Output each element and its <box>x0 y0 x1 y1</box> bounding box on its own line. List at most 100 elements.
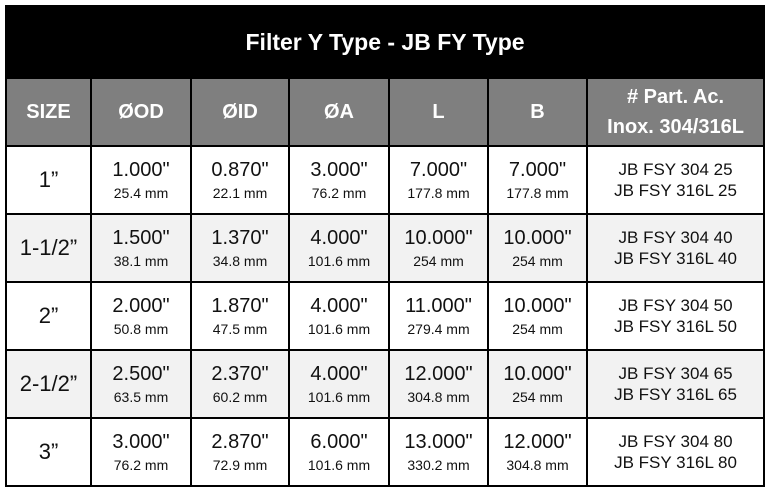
mm-value: 254 mm <box>512 253 563 269</box>
inch-value: 4.000" <box>310 227 368 249</box>
inch-value: 3.000" <box>310 159 368 181</box>
inch-value: 13.000" <box>404 431 473 453</box>
dimension-cell: 6.000" 101.6 mm <box>288 417 390 487</box>
header-cell: # Part. Ac. Inox. 304/316L <box>585 77 766 147</box>
dimension-cell: 2.000" 50.8 mm <box>90 281 192 351</box>
inch-value: 4.000" <box>310 295 368 317</box>
part-number: JB FSY 304 65 <box>618 364 733 383</box>
part-number: JB FSY 316L 80 <box>614 453 737 472</box>
dimension-cell: 3.000" 76.2 mm <box>90 417 192 487</box>
inch-value: 12.000" <box>503 431 572 453</box>
header-row: SIZE ØOD ØID ØA L B # Part. Ac. Inox. 304/316L <box>5 77 766 147</box>
mm-value: 254 mm <box>512 389 563 405</box>
mm-value: 50.8 mm <box>113 321 169 337</box>
inch-value: 2.000" <box>112 295 170 317</box>
mm-value: 330.2 mm <box>407 457 470 473</box>
mm-value: 72.9 mm <box>212 457 268 473</box>
mm-value: 177.8 mm <box>506 185 569 201</box>
part-cell: JB FSY 304 80 JB FSY 316L 80 <box>585 417 766 487</box>
inch-value: 6.000" <box>310 431 368 453</box>
part-number: JB FSY 304 25 <box>618 160 733 179</box>
inch-value: 1.370" <box>211 227 269 249</box>
part-cell: JB FSY 304 25 JB FSY 316L 25 <box>585 145 766 215</box>
dimension-cell: 2.370" 60.2 mm <box>190 349 290 419</box>
header-cell: B <box>487 77 588 147</box>
dimension-cell: 1.370" 34.8 mm <box>190 213 290 283</box>
part-number: JB FSY 316L 65 <box>614 385 737 404</box>
dimension-cell: 10.000" 254 mm <box>487 281 588 351</box>
dimension-cell: 1.870" 47.5 mm <box>190 281 290 351</box>
dimension-cell: 2.500" 63.5 mm <box>90 349 192 419</box>
header-cell: ØID <box>190 77 290 147</box>
header-cell: L <box>388 77 489 147</box>
dimension-cell: 10.000" 254 mm <box>487 213 588 283</box>
mm-value: 76.2 mm <box>311 185 367 201</box>
dimension-cell: 7.000" 177.8 mm <box>388 145 489 215</box>
mm-value: 60.2 mm <box>212 389 268 405</box>
part-cell: JB FSY 304 40 JB FSY 316L 40 <box>585 213 766 283</box>
part-number: JB FSY 316L 40 <box>614 249 737 268</box>
inch-value: 7.000" <box>409 159 468 181</box>
mm-value: 34.8 mm <box>212 253 268 269</box>
dimension-cell: 1.500" 38.1 mm <box>90 213 192 283</box>
dimension-cell: 0.870" 22.1 mm <box>190 145 290 215</box>
size-cell: 2-1/2” <box>5 349 92 419</box>
size-cell: 2” <box>5 281 92 351</box>
dimension-cell: 4.000" 101.6 mm <box>288 281 390 351</box>
dimension-cell: 10.000" 254 mm <box>487 349 588 419</box>
mm-value: 101.6 mm <box>307 253 371 269</box>
mm-value: 38.1 mm <box>113 253 169 269</box>
part-number: JB FSY 304 50 <box>618 296 733 315</box>
table-title: Filter Y Type - JB FY Type <box>4 5 766 79</box>
header-line: # Part. Ac. <box>627 86 725 108</box>
inch-value: 2.500" <box>112 363 170 385</box>
inch-value: 7.000" <box>508 159 567 181</box>
spec-table: Filter Y Type - JB FY Type SIZE ØOD ØID ØA L… <box>4 5 766 487</box>
inch-value: 4.000" <box>310 363 368 385</box>
table-row: 1” 1.000" 25.4 mm 0.870" 22.1 mm 3.000" 76.2 m… <box>5 145 766 215</box>
table-row: 2-1/2” 2.500" 63.5 mm 2.370" 60.2 mm 4.000" 10… <box>5 349 766 419</box>
inch-value: 12.000" <box>404 363 473 385</box>
inch-value: 3.000" <box>112 431 170 453</box>
inch-value: 1.870" <box>211 295 269 317</box>
mm-value: 254 mm <box>512 321 563 337</box>
dimension-cell: 12.000" 304.8 mm <box>487 417 588 487</box>
inch-value: 2.870" <box>211 431 269 453</box>
mm-value: 76.2 mm <box>113 457 169 473</box>
inch-value: 11.000" <box>405 295 472 317</box>
part-number: JB FSY 316L 25 <box>614 181 737 200</box>
dimension-cell: 10.000" 254 mm <box>388 213 489 283</box>
mm-value: 279.4 mm <box>407 321 470 337</box>
dimension-cell: 1.000" 25.4 mm <box>90 145 192 215</box>
table-row: 3” 3.000" 76.2 mm 2.870" 72.9 mm 6.000" 101.6 … <box>5 417 766 487</box>
inch-value: 10.000" <box>503 227 572 249</box>
mm-value: 101.6 mm <box>307 321 371 337</box>
inch-value: 1.000" <box>112 159 170 181</box>
mm-value: 63.5 mm <box>113 389 169 405</box>
part-number: JB FSY 304 80 <box>618 432 733 451</box>
size-cell: 1-1/2” <box>5 213 92 283</box>
header-line: Inox. 304/316L <box>607 116 744 138</box>
size-cell: 3” <box>5 417 92 487</box>
mm-value: 22.1 mm <box>212 185 268 201</box>
part-number: JB FSY 316L 50 <box>614 317 737 336</box>
part-number: JB FSY 304 40 <box>618 228 733 247</box>
inch-value: 10.000" <box>503 363 572 385</box>
mm-value: 304.8 mm <box>407 389 470 405</box>
part-cell: JB FSY 304 65 JB FSY 316L 65 <box>585 349 766 419</box>
header-cell: SIZE <box>5 77 92 147</box>
table-row: 1-1/2” 1.500" 38.1 mm 1.370" 34.8 mm 4.000" 10… <box>5 213 766 283</box>
mm-value: 101.6 mm <box>307 457 371 473</box>
dimension-cell: 2.870" 72.9 mm <box>190 417 290 487</box>
dimension-cell: 3.000" 76.2 mm <box>288 145 390 215</box>
header-cell: ØA <box>288 77 390 147</box>
table-row: 2” 2.000" 50.8 mm 1.870" 47.5 mm 4.000" 101.6 … <box>5 281 766 351</box>
mm-value: 177.8 mm <box>407 185 470 201</box>
dimension-cell: 4.000" 101.6 mm <box>288 349 390 419</box>
mm-value: 304.8 mm <box>506 457 569 473</box>
dimension-cell: 7.000" 177.8 mm <box>487 145 588 215</box>
mm-value: 101.6 mm <box>307 389 371 405</box>
mm-value: 47.5 mm <box>212 321 268 337</box>
mm-value: 25.4 mm <box>113 185 169 201</box>
